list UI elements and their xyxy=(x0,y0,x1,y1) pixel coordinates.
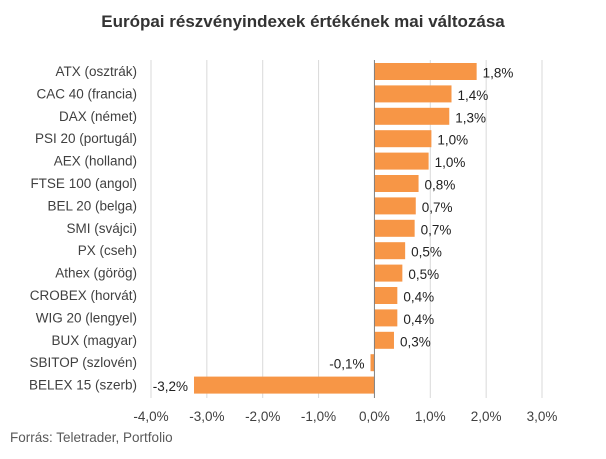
x-axis-tick-labels: -4,0% -3,0% -2,0% -1,0% 0,0% 1,0% 2,0% 3,0% xyxy=(133,409,557,424)
category-label: ATX (osztrák) xyxy=(55,64,137,79)
value-label: -0,1% xyxy=(329,357,364,372)
bar xyxy=(374,331,394,349)
bar xyxy=(374,219,415,237)
value-label: 0,8% xyxy=(425,178,456,193)
category-label: CAC 40 (francia) xyxy=(36,86,137,101)
x-tick-label: 2,0% xyxy=(471,409,502,424)
x-tick-label: 1,0% xyxy=(415,409,446,424)
x-tick-label: -1,0% xyxy=(301,409,336,424)
value-label: 0,7% xyxy=(421,222,452,237)
bar xyxy=(374,242,406,260)
x-tick-label: 3,0% xyxy=(527,409,558,424)
source-note: Forrás: Teletrader, Portfolio xyxy=(10,430,173,445)
category-label: PX (cseh) xyxy=(78,243,137,258)
value-label: 0,7% xyxy=(422,200,453,215)
bar xyxy=(374,175,419,192)
bar xyxy=(374,130,432,148)
value-label: -3,2% xyxy=(153,379,188,394)
value-labels: 1,8% 1,4% 1,3% 1,0% 1,0% 0,8% 0,7% 0,7% 0,5% 0,5%… xyxy=(153,66,514,395)
value-label: 0,5% xyxy=(408,267,439,282)
category-label: AEX (holland) xyxy=(54,154,137,169)
bar xyxy=(374,197,416,215)
x-tick-label: -2,0% xyxy=(245,409,280,424)
bar xyxy=(194,376,375,394)
x-tick-label: 0,0% xyxy=(359,409,390,424)
value-label: 0,3% xyxy=(400,334,431,349)
x-tick-label: -4,0% xyxy=(133,409,168,424)
x-tick-label: -3,0% xyxy=(189,409,224,424)
value-label: 0,4% xyxy=(403,290,434,305)
value-label: 1,8% xyxy=(483,66,514,81)
category-label: SBITOP (szlovén) xyxy=(29,355,137,370)
value-label: 0,5% xyxy=(411,245,442,260)
value-label: 0,4% xyxy=(403,312,434,327)
category-label: FTSE 100 (angol) xyxy=(30,176,137,191)
bar xyxy=(374,85,452,103)
category-label: BEL 20 (belga) xyxy=(47,198,137,213)
category-label: PSI 20 (portugál) xyxy=(35,131,137,146)
value-label: 1,0% xyxy=(435,155,466,170)
chart-title: Európai részvényindexek értékének mai vá… xyxy=(101,12,505,31)
category-label: DAX (német) xyxy=(59,109,137,124)
category-label: CROBEX (horvát) xyxy=(30,288,137,303)
category-label: BELEX 15 (szerb) xyxy=(29,378,137,393)
bars xyxy=(194,63,477,394)
value-label: 1,4% xyxy=(458,88,489,103)
bar xyxy=(374,63,477,80)
bar xyxy=(374,107,450,125)
bar xyxy=(374,287,398,304)
value-label: 1,3% xyxy=(455,110,486,125)
bar xyxy=(370,354,375,372)
bar xyxy=(374,309,398,327)
category-labels: ATX (osztrák) CAC 40 (francia) DAX (német)… xyxy=(29,64,137,393)
category-label: SMI (svájci) xyxy=(67,221,138,236)
bar xyxy=(374,264,403,282)
category-label: BUX (magyar) xyxy=(51,333,137,348)
bar xyxy=(374,152,429,170)
category-label: Athex (görög) xyxy=(55,266,137,281)
value-label: 1,0% xyxy=(437,133,468,148)
category-label: WIG 20 (lengyel) xyxy=(36,310,137,325)
